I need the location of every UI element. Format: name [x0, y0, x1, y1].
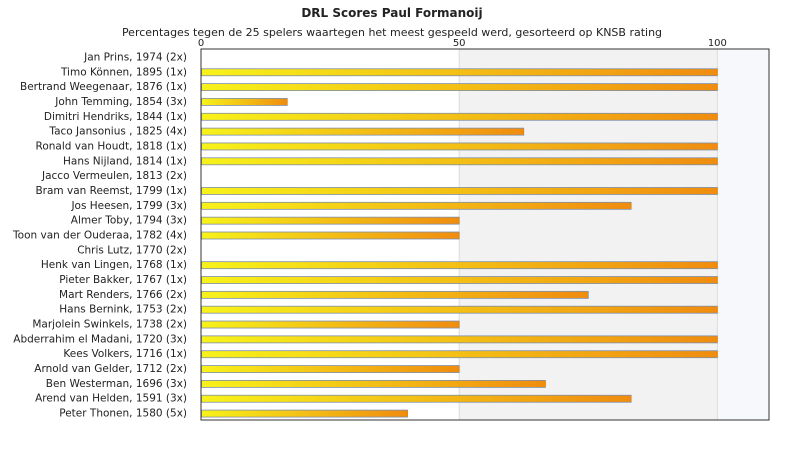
- category-label: Jacco Vermeulen, 1813 (2x): [41, 170, 187, 182]
- bar: [201, 365, 460, 373]
- category-label: Bertrand Weegenaar, 1876 (1x): [20, 81, 187, 93]
- bar: [201, 142, 718, 151]
- category-label: Hans Nijland, 1814 (1x): [63, 155, 187, 167]
- category-label: Bram van Reemst, 1799 (1x): [35, 185, 187, 197]
- category-label: Kees Volkers, 1716 (1x): [63, 348, 187, 360]
- category-label: Timo Können, 1895 (1x): [60, 66, 187, 78]
- category-label: Ronald van Houdt, 1818 (1x): [36, 140, 187, 152]
- bar: [201, 276, 718, 284]
- bar: [201, 187, 718, 195]
- plot-area: 0 50 100 Jan Prins, 1974 (2x) Timo Können, 1…: [12, 38, 770, 421]
- x-tick-label: 0: [198, 38, 204, 49]
- category-label: Almer Toby, 1794 (3x): [71, 215, 187, 227]
- chart-title: DRL Scores Paul Formanoij: [301, 6, 482, 20]
- bar: [201, 112, 718, 121]
- category-label: Jan Prins, 1974 (2x): [83, 51, 187, 63]
- bar: [201, 201, 632, 210]
- bar: [201, 350, 718, 359]
- bar: [201, 127, 525, 136]
- category-label: Dimitri Hendriks, 1844 (1x): [44, 111, 187, 123]
- category-label: Abderrahim el Madani, 1720 (3x): [13, 333, 187, 345]
- bar: [201, 320, 460, 329]
- category-label: Taco Jansonius , 1825 (4x): [48, 126, 187, 138]
- category-label: Mart Renders, 1766 (2x): [59, 289, 187, 301]
- bar: [201, 335, 718, 344]
- category-label: Arend van Helden, 1591 (3x): [35, 393, 187, 405]
- bar: [201, 98, 288, 106]
- bar: [201, 409, 408, 418]
- category-label: Henk van Lingen, 1768 (1x): [41, 259, 187, 271]
- bar: [201, 261, 718, 270]
- bar: [201, 305, 718, 314]
- category-label: Pieter Bakker, 1767 (1x): [59, 274, 187, 286]
- bar: [201, 394, 632, 403]
- bar: [201, 157, 718, 166]
- category-label: Peter Thonen, 1580 (5x): [59, 408, 187, 420]
- category-label: Toon van der Ouderaa, 1782 (4x): [12, 230, 187, 242]
- category-label: Hans Bernink, 1753 (2x): [59, 304, 187, 316]
- bar: [201, 290, 589, 299]
- bar: [201, 231, 460, 240]
- category-label: Arnold van Gelder, 1712 (2x): [34, 363, 187, 375]
- chart-subtitle: Percentages tegen de 25 spelers waartege…: [122, 26, 662, 39]
- category-label: Marjolein Swinkels, 1738 (2x): [32, 319, 187, 331]
- grid-band: [459, 49, 718, 420]
- category-label: Chris Lutz, 1770 (2x): [77, 244, 187, 256]
- x-tick-label: 100: [708, 38, 727, 49]
- category-label: John Temming, 1854 (3x): [54, 96, 187, 108]
- bar: [201, 216, 460, 225]
- x-tick-label: 50: [453, 38, 466, 49]
- bar: [201, 68, 718, 77]
- bar: [201, 83, 718, 91]
- grid-band: [717, 49, 769, 420]
- plot-frame: [200, 48, 770, 421]
- category-label: Ben Westerman, 1696 (3x): [46, 378, 187, 390]
- bar: [201, 379, 546, 388]
- category-label: Jos Heesen, 1799 (3x): [70, 200, 187, 212]
